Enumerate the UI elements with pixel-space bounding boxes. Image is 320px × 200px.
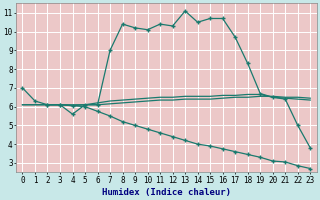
X-axis label: Humidex (Indice chaleur): Humidex (Indice chaleur)	[102, 188, 231, 197]
